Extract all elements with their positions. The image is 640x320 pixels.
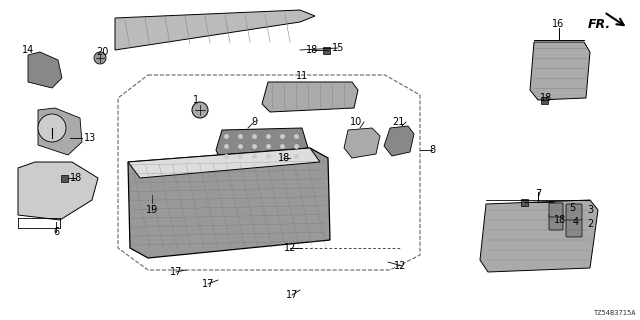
Text: 18: 18: [554, 215, 566, 225]
Text: 13: 13: [84, 133, 96, 143]
Circle shape: [147, 190, 157, 200]
Text: 5: 5: [569, 203, 575, 213]
Text: 17: 17: [286, 290, 298, 300]
FancyBboxPatch shape: [566, 204, 582, 220]
Text: 15: 15: [332, 43, 344, 53]
Text: 18: 18: [540, 93, 552, 103]
Polygon shape: [128, 148, 320, 178]
Polygon shape: [38, 108, 82, 155]
Text: 12: 12: [284, 243, 296, 253]
Circle shape: [192, 102, 208, 118]
Text: 12: 12: [394, 261, 406, 271]
Bar: [520, 198, 527, 205]
Text: 18: 18: [70, 173, 82, 183]
Polygon shape: [384, 126, 414, 156]
Text: 6: 6: [53, 227, 59, 237]
Text: 17: 17: [202, 279, 214, 289]
Polygon shape: [262, 82, 358, 112]
Text: 2: 2: [587, 219, 593, 229]
Text: 19: 19: [146, 205, 158, 215]
Polygon shape: [28, 52, 62, 88]
Text: 18: 18: [306, 45, 318, 55]
FancyBboxPatch shape: [549, 214, 563, 230]
Circle shape: [38, 114, 66, 142]
Circle shape: [94, 52, 106, 64]
Text: 11: 11: [296, 71, 308, 81]
Text: FR.: FR.: [588, 18, 611, 31]
Text: TZ54B3715A: TZ54B3715A: [593, 310, 636, 316]
Bar: [541, 97, 547, 103]
Polygon shape: [128, 148, 330, 258]
Bar: [61, 174, 67, 181]
Text: 8: 8: [429, 145, 435, 155]
Polygon shape: [18, 162, 98, 220]
FancyBboxPatch shape: [549, 203, 563, 217]
Text: 4: 4: [573, 217, 579, 227]
Text: 17: 17: [170, 267, 182, 277]
Text: 1: 1: [193, 95, 199, 105]
Text: 10: 10: [350, 117, 362, 127]
Text: 16: 16: [552, 19, 564, 29]
Text: 21: 21: [392, 117, 404, 127]
FancyBboxPatch shape: [566, 219, 582, 237]
Text: 18: 18: [278, 153, 290, 163]
Polygon shape: [216, 128, 308, 168]
Text: 3: 3: [587, 205, 593, 215]
Text: 20: 20: [96, 47, 108, 57]
Polygon shape: [480, 200, 598, 272]
Text: 7: 7: [535, 189, 541, 199]
Text: 14: 14: [22, 45, 34, 55]
Polygon shape: [115, 10, 315, 50]
Bar: [323, 46, 330, 53]
Text: 9: 9: [251, 117, 257, 127]
Polygon shape: [530, 42, 590, 100]
Polygon shape: [344, 128, 380, 158]
